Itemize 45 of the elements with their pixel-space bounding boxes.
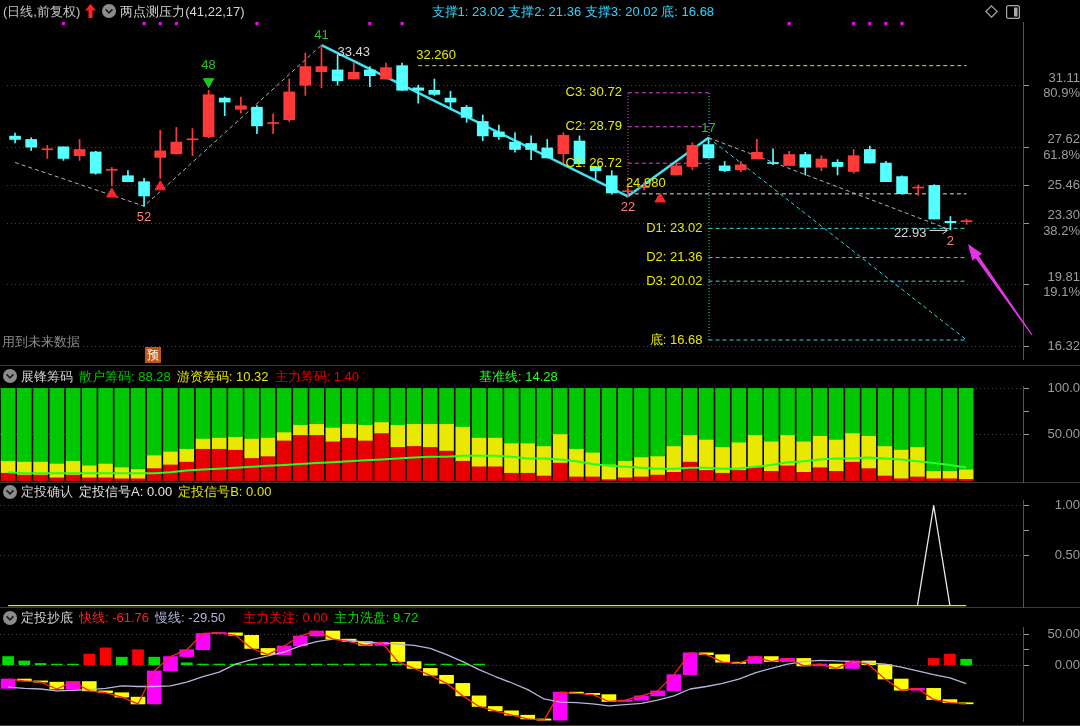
text: 48 [201,56,216,72]
annotation: 用到未来数据 [2,334,80,349]
series-label: D1: 23.02 [646,219,703,235]
text: 定投信号A: 0.00 [79,484,173,499]
y-tick-label: 27.62 61.8% [1043,131,1080,162]
y-tick-label: 16.32 [1047,337,1080,353]
y-tick-label: 25.46 [1047,176,1080,192]
y-tick-label: 100.0 [1047,379,1080,395]
chart-title: 定投确认 [21,484,73,499]
text: 游资筹码: 10.32 [176,368,269,384]
y-tick-label: 23.30 38.2% [1043,207,1080,238]
text: 41 [314,27,329,43]
series-label: D3: 20.02 [646,272,703,288]
series-label: C3: 30.72 [565,84,622,100]
series-label: C2: 28.79 [565,118,622,134]
text: 支撑1: 23.02 支撑2: 21.36 支撑3: 20.02 底: 16.68 [431,3,715,19]
text: 52 [136,209,152,225]
y-tick-label: 31.11 80.9% [1043,69,1080,101]
text: 22 [620,199,636,215]
text: 2 [946,233,955,249]
chart-title: 定投抄底 [21,610,73,625]
data-label: 32.260 [416,46,456,62]
y-tick-label: 50.00 [1047,625,1080,641]
text: 17 [701,119,716,135]
data-label: 22.93 [893,224,927,240]
text: 定投信号B: 0.00 [178,484,272,499]
chart-title: 展锋筹码 [21,368,73,384]
text: 慢线: -29.50 [155,610,226,625]
chart-title: (日线,前复权) [3,3,81,19]
series-label: 底: 16.68 [649,331,703,347]
data-label: 33.43 [337,43,371,59]
y-tick-label: 50.00 [1047,426,1080,442]
text: 主力筹码: 1.40 [274,368,360,384]
text: 主力关注: 0.00 [243,610,328,625]
text: 基准线: 14.28 [479,368,558,384]
series-label: D2: 21.36 [646,249,703,265]
y-tick-label: 19.81 19.1% [1043,268,1080,300]
series-label: 散户筹码: 88.28 [79,368,171,384]
text: 快线: -61.76 [79,610,150,625]
y-tick-label: 1.00 [1054,497,1080,513]
text: 主力洗盘: 9.72 [333,610,419,625]
y-tick-label: 0.50 [1054,547,1080,563]
chart-subtitle: 两点测压力(41,22,17) [120,3,245,19]
y-tick-label: 0.00 [1054,656,1080,672]
annotation: 预 [145,347,161,363]
